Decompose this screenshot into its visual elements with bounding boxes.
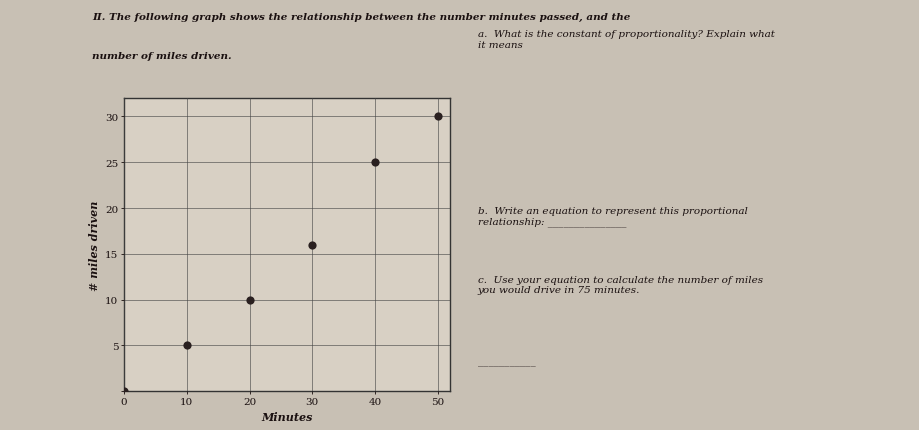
- Text: a.  What is the constant of proportionality? Explain what
it means: a. What is the constant of proportionali…: [478, 30, 775, 49]
- Point: [305, 242, 320, 249]
- Text: c.  Use your equation to calculate the number of miles
you would drive in 75 min: c. Use your equation to calculate the nu…: [478, 275, 763, 295]
- Text: b.  Write an equation to represent this proportional
relationship: _____________: b. Write an equation to represent this p…: [478, 206, 748, 227]
- Text: II. The following graph shows the relationship between the number minutes passed: II. The following graph shows the relati…: [92, 13, 630, 22]
- X-axis label: Minutes: Minutes: [262, 412, 312, 422]
- Y-axis label: # miles driven: # miles driven: [89, 200, 99, 290]
- Point: [243, 297, 257, 304]
- Point: [368, 160, 382, 166]
- Text: number of miles driven.: number of miles driven.: [92, 52, 232, 61]
- Point: [430, 114, 445, 121]
- Text: ___________: ___________: [478, 357, 536, 366]
- Point: [117, 388, 131, 395]
- Point: [179, 342, 194, 349]
